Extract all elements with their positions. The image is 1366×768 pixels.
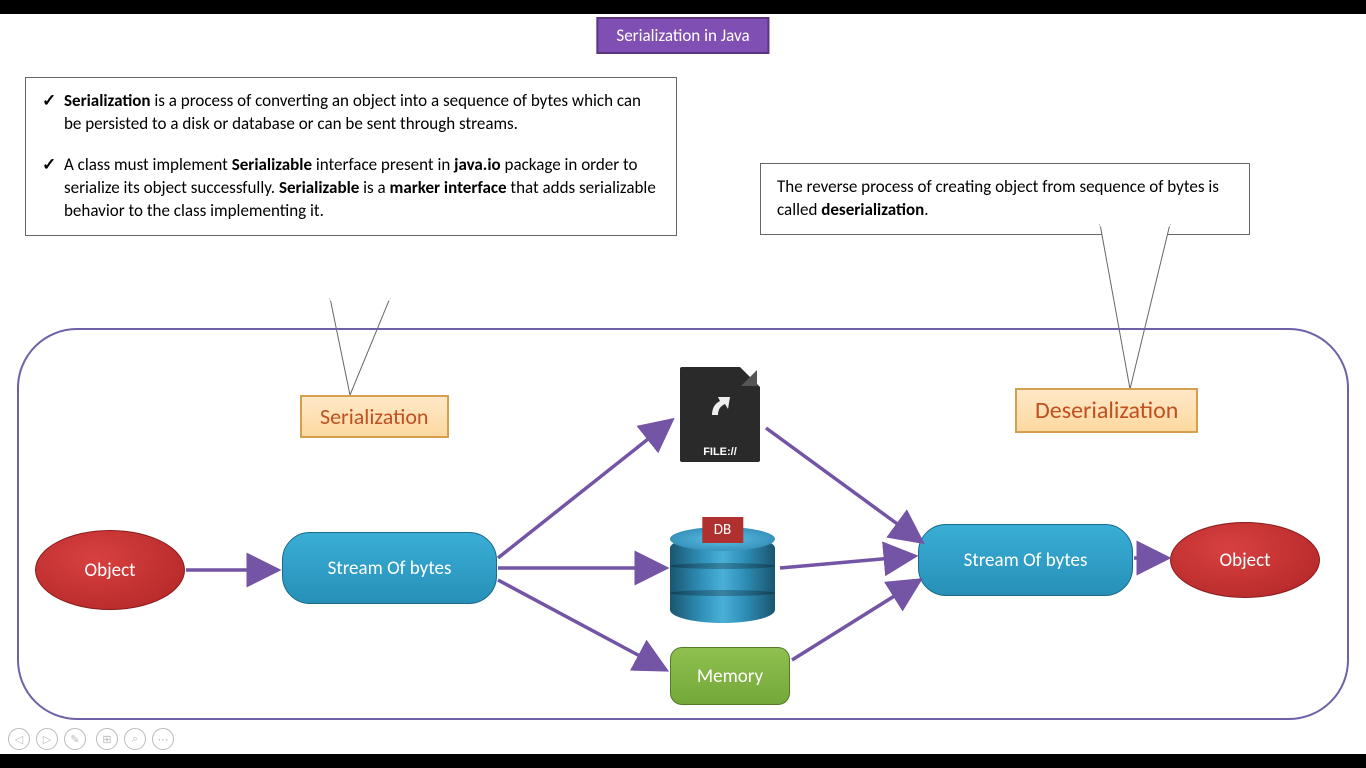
arrows-layer xyxy=(0,0,1366,768)
pen-button[interactable]: ✎ xyxy=(64,728,86,750)
zoom-button[interactable]: ⌕ xyxy=(124,728,146,750)
more-button[interactable]: ⋯ xyxy=(152,728,174,750)
show-all-button[interactable]: ⊞ xyxy=(96,728,118,750)
next-button[interactable]: ▷ xyxy=(36,728,58,750)
prev-button[interactable]: ◁ xyxy=(8,728,30,750)
